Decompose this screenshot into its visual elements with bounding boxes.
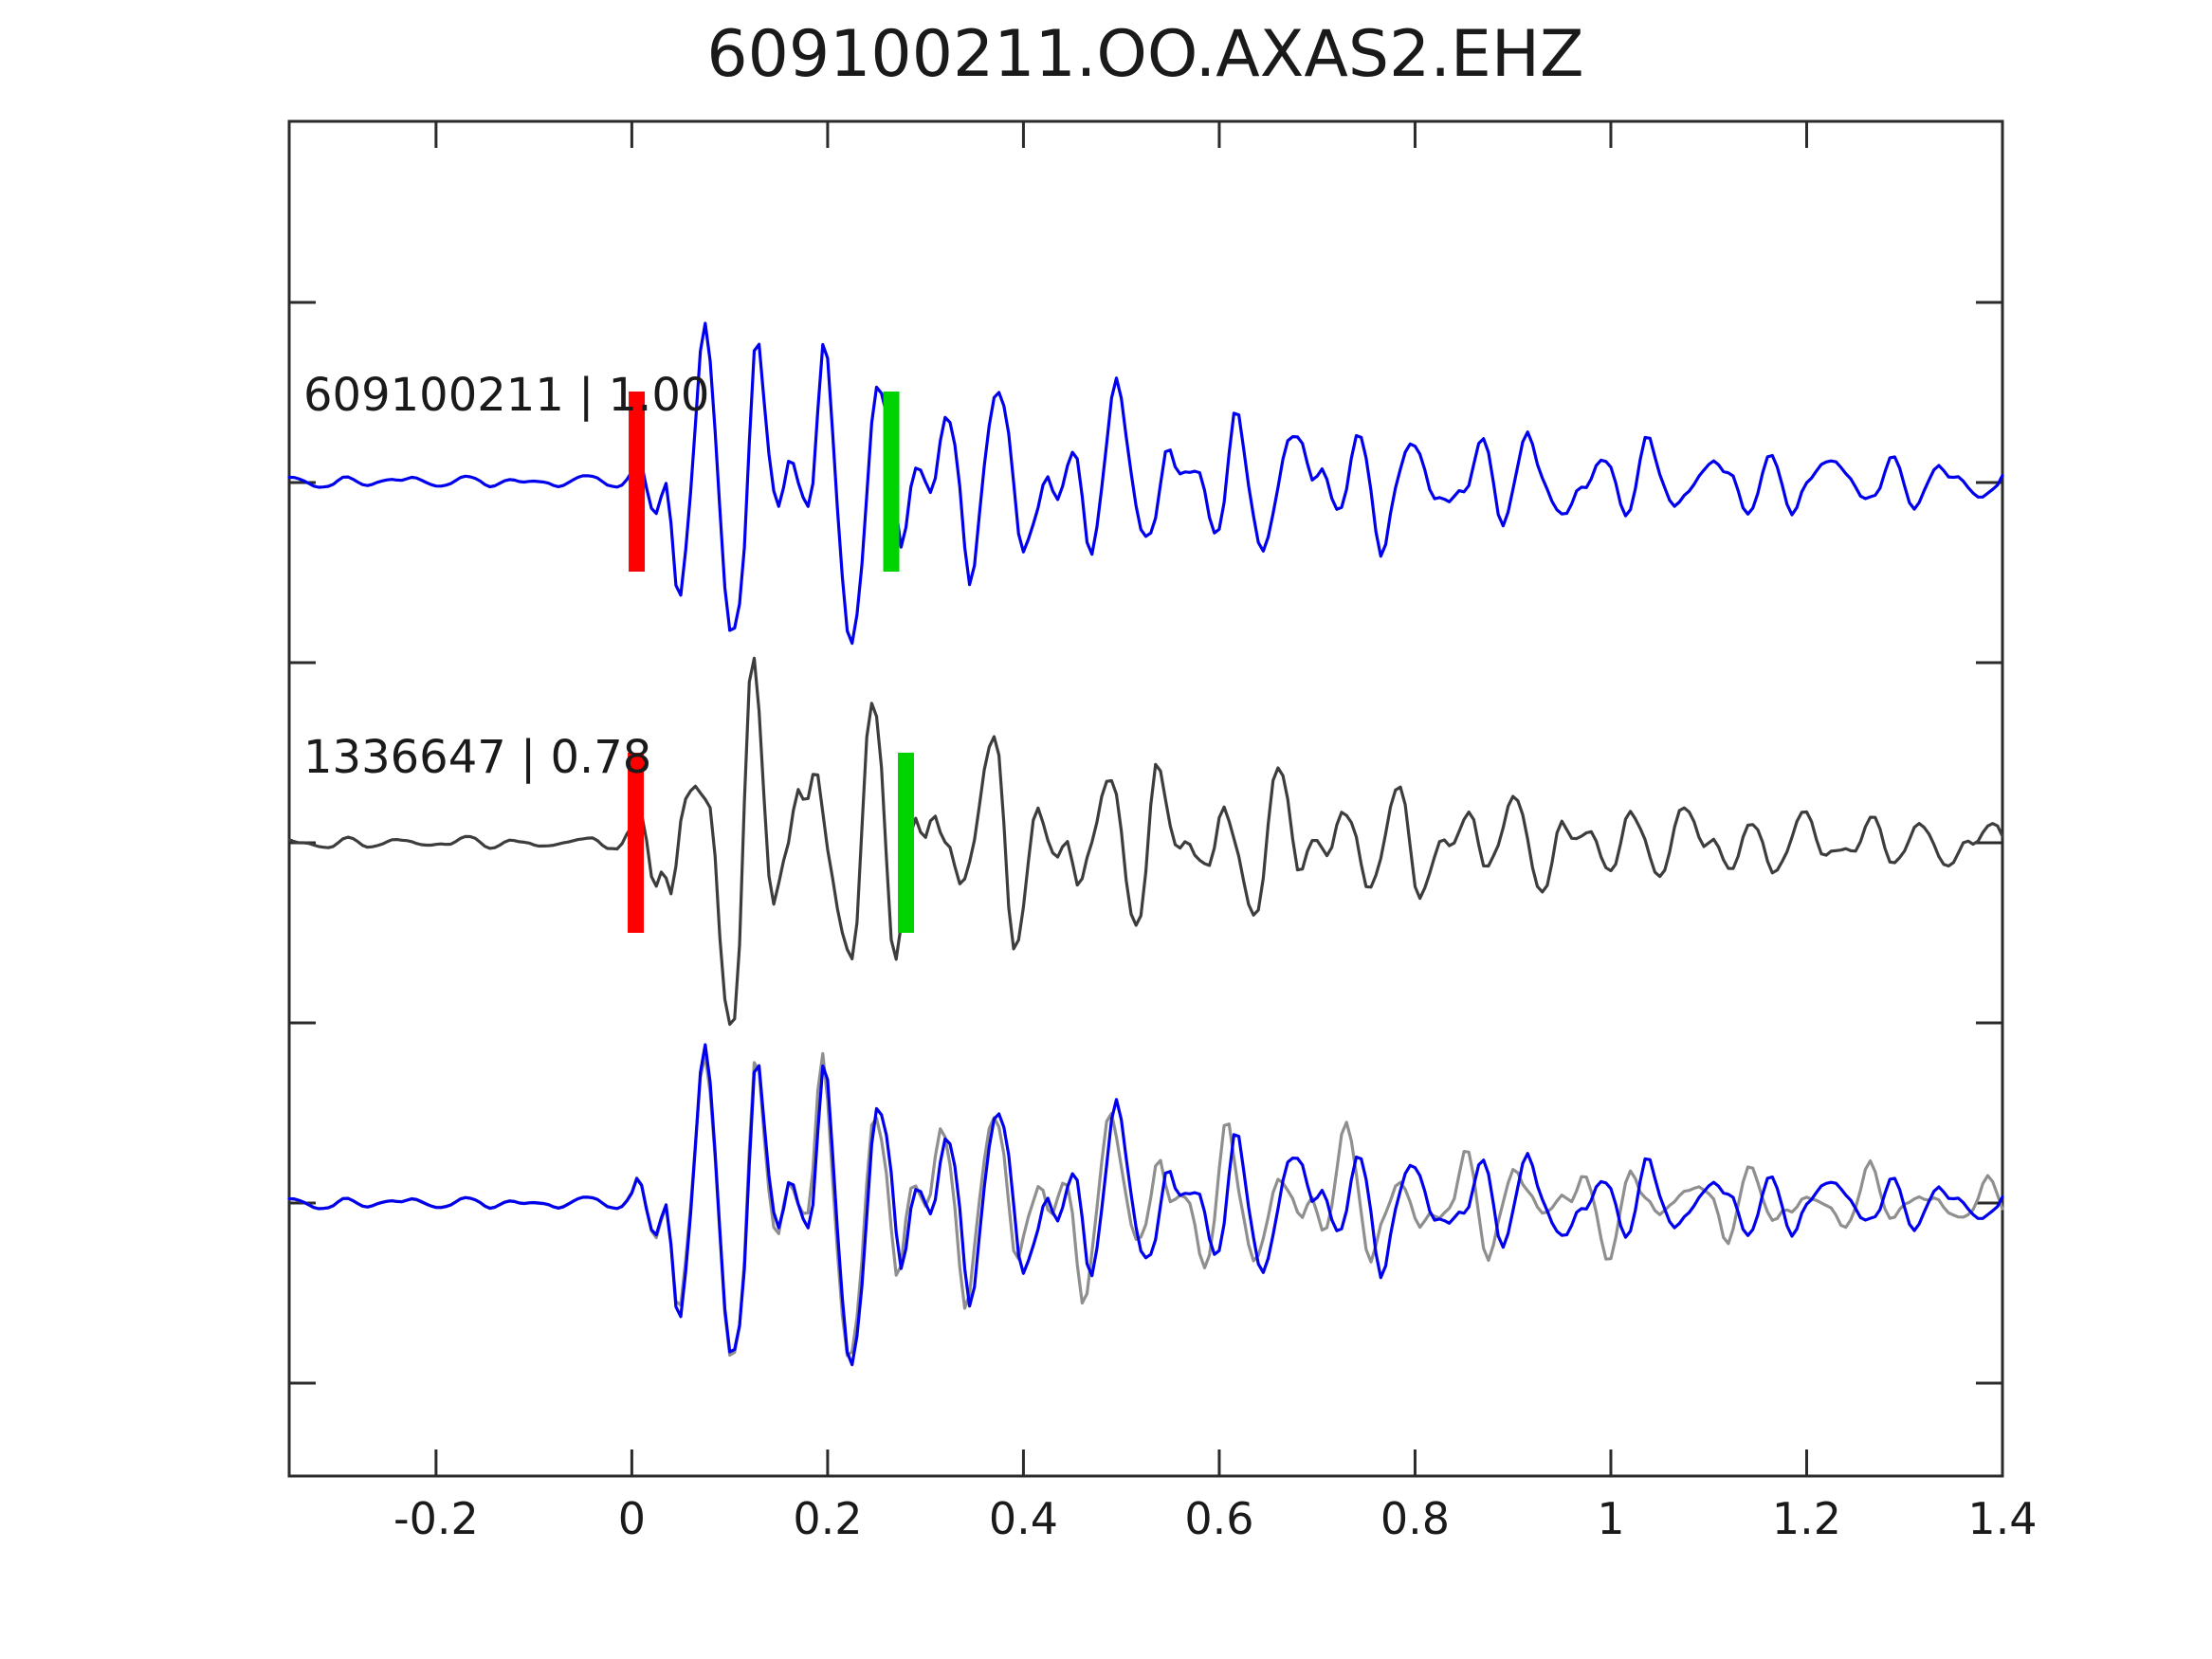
x-tick-label: 0 bbox=[618, 1493, 646, 1544]
pick-marker-window-1336647 bbox=[898, 753, 915, 933]
pick-marker-window-609100211 bbox=[883, 392, 900, 572]
pick-marker-onset-1336647 bbox=[628, 753, 645, 933]
plot-box bbox=[287, 119, 2004, 1478]
waveform-609100211 bbox=[287, 321, 2004, 646]
x-tick-label: 1 bbox=[1597, 1493, 1624, 1544]
x-tick-label: 0.4 bbox=[989, 1493, 1058, 1544]
waveform-overlay-609100211 bbox=[287, 1043, 2004, 1367]
waveform-1336647 bbox=[287, 656, 2004, 1027]
x-tick-label: 0.8 bbox=[1380, 1493, 1450, 1544]
x-tick-label: -0.2 bbox=[393, 1493, 479, 1544]
x-tick-label: 0.6 bbox=[1184, 1493, 1253, 1544]
trace-label-template: 609100211 | 1.00 bbox=[303, 369, 709, 422]
x-tick-label: 0.2 bbox=[793, 1493, 862, 1544]
trace-label-match: 1336647 | 0.78 bbox=[303, 731, 651, 784]
pick-marker-onset-609100211 bbox=[629, 392, 646, 572]
x-tick-label: 1.4 bbox=[1967, 1493, 2037, 1544]
x-tick-label: 1.2 bbox=[1772, 1493, 1841, 1544]
chart-title: 609100211.OO.AXAS2.EHZ bbox=[706, 17, 1583, 92]
